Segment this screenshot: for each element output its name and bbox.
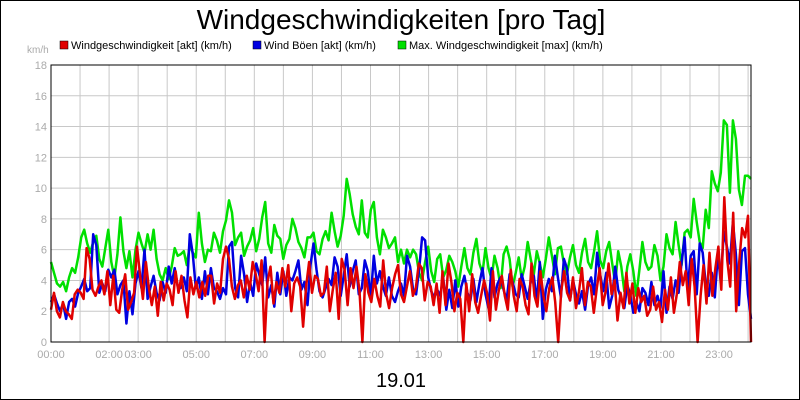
plot-area-frame <box>50 64 752 343</box>
series-line-akt <box>49 196 753 344</box>
series-line-max <box>49 119 752 298</box>
x-tick-label: 02:00 <box>95 349 123 361</box>
y-tick-label: 0 <box>41 337 47 349</box>
y-tick-label: 4 <box>41 275 47 287</box>
x-tick-label: 11:00 <box>357 349 384 361</box>
y-tick-label: 8 <box>41 214 47 226</box>
x-tick-label: 03:00 <box>124 349 152 361</box>
x-tick-label: 00:00 <box>37 349 65 361</box>
x-axis-date-label: 19.01 <box>376 370 426 392</box>
legend: Windgeschwindigkeit [akt] (km/h) Wind Bö… <box>59 40 603 52</box>
x-tick-label: 05:00 <box>182 349 210 361</box>
y-tick-label: 6 <box>41 245 47 257</box>
x-tick-label: 17:00 <box>531 349 559 361</box>
x-tick-label: 19:00 <box>589 349 617 361</box>
y-tick-label: 12 <box>35 152 47 164</box>
y-tick-label: 16 <box>35 91 47 103</box>
y-tick-label: 18 <box>35 60 47 72</box>
y-unit-label: km/h <box>27 45 49 56</box>
x-tick-label: 09:00 <box>299 349 327 361</box>
chart-title: Windgeschwindigkeiten [pro Tag] <box>197 4 606 35</box>
legend-label-boeen: Wind Böen [akt] (km/h) <box>264 40 376 52</box>
x-tick-label: 15:00 <box>473 349 501 361</box>
y-tick-label: 10 <box>35 183 47 195</box>
y-tick-label: 14 <box>35 122 47 134</box>
legend-swatch-max <box>397 40 407 50</box>
x-tick-label: 13:00 <box>415 349 443 361</box>
x-tick-label: 23:00 <box>705 349 733 361</box>
series-layer <box>49 119 753 344</box>
legend-label-akt: Windgeschwindigkeit [akt] (km/h) <box>71 40 232 52</box>
y-tick-label: 2 <box>41 306 47 318</box>
legend-swatch-akt <box>59 40 69 50</box>
x-tick-label: 21:00 <box>647 349 675 361</box>
legend-swatch-boeen <box>252 40 262 50</box>
axis-ticks: 0 2 4 6 8 10 12 14 16 18 00:00 02:00 03:00 05:00 07:00… <box>35 60 733 361</box>
x-tick-label: 07:00 <box>241 349 269 361</box>
legend-label-max: Max. Windgeschwindigkeit [max] (km/h) <box>409 40 603 52</box>
